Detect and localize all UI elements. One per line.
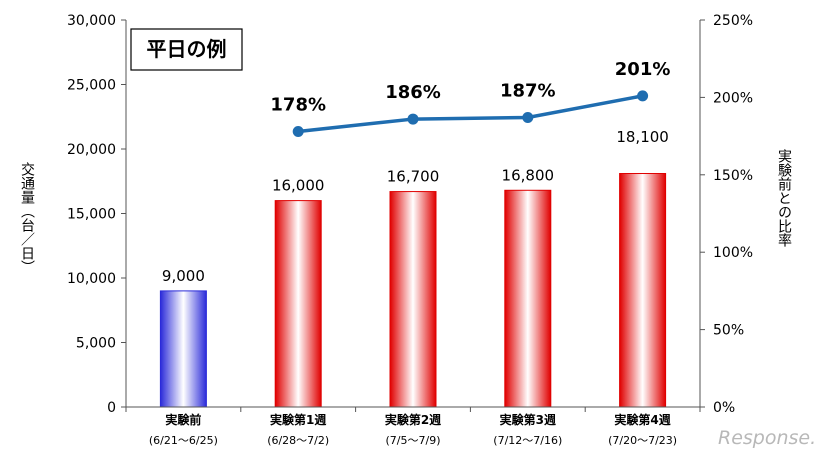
x-tick-label-4: 実験第4週 bbox=[614, 412, 670, 427]
right-tick-label-2: 100% bbox=[713, 245, 753, 261]
bar-value-label-3: 16,800 bbox=[502, 166, 555, 184]
x-sub-label-2: (7/5～7/9) bbox=[386, 434, 441, 447]
left-tick-label-3: 15,000 bbox=[67, 207, 116, 223]
x-sub-label-1: (6/28～7/2) bbox=[267, 434, 329, 447]
right-tick-label-4: 200% bbox=[713, 90, 753, 106]
ratio-label-3: 187% bbox=[500, 81, 556, 102]
ratio-label-2: 186% bbox=[385, 82, 441, 103]
x-sub-label-3: (7/12～7/16) bbox=[493, 434, 562, 447]
x-tick-label-1: 実験第1週 bbox=[270, 412, 326, 427]
ratio-label-4: 201% bbox=[615, 59, 671, 80]
left-tick-label-1: 5,000 bbox=[76, 336, 116, 352]
ratio-point-2 bbox=[407, 113, 419, 125]
left-tick-label-4: 20,000 bbox=[67, 142, 116, 158]
x-tick-label-3: 実験第3週 bbox=[500, 412, 556, 427]
x-tick-label-0: 実験前 bbox=[165, 412, 201, 427]
bars-layer bbox=[159, 173, 667, 408]
axes-layer: 0 5,000 10,000 15,000 20,000 25,000 30,000 0% 50… bbox=[67, 13, 753, 447]
ratio-point-1 bbox=[292, 125, 304, 137]
line-layer bbox=[292, 90, 649, 137]
bar-4 bbox=[619, 173, 667, 408]
right-tick-label-5: 250% bbox=[713, 13, 753, 29]
x-sub-label-0: (6/21～6/25) bbox=[149, 434, 218, 447]
right-axis-title: 実験前との比率 bbox=[776, 149, 792, 247]
x-tick-label-2: 実験第2週 bbox=[385, 412, 441, 427]
bar-value-label-2: 16,700 bbox=[387, 168, 440, 186]
bar-0 bbox=[159, 290, 207, 408]
ratio-point-4 bbox=[637, 90, 649, 102]
chart-title-box: 平日の例 bbox=[130, 28, 243, 71]
bar-value-label-1: 16,000 bbox=[272, 177, 325, 195]
chart-title: 平日の例 bbox=[147, 37, 227, 61]
bar-3 bbox=[504, 189, 552, 408]
left-tick-label-2: 10,000 bbox=[67, 271, 116, 287]
right-tick-label-0: 0% bbox=[713, 400, 735, 416]
bar-value-label-4: 18,100 bbox=[616, 128, 669, 146]
labels-layer: 9,000 16,000 16,700 16,800 18,100 178% 186% 187… bbox=[162, 59, 670, 285]
left-tick-label-5: 25,000 bbox=[67, 78, 116, 94]
left-tick-label-6: 30,000 bbox=[67, 13, 116, 29]
left-axis-title: 交通量（台／日） bbox=[19, 161, 35, 274]
bar-1 bbox=[274, 200, 322, 408]
x-sub-label-4: (7/20～7/23) bbox=[608, 434, 677, 447]
bar-value-label-0: 9,000 bbox=[162, 267, 205, 285]
ratio-label-1: 178% bbox=[270, 94, 326, 115]
ratio-point-3 bbox=[522, 112, 534, 124]
right-tick-label-1: 50% bbox=[713, 323, 744, 339]
ratio-line bbox=[298, 94, 643, 134]
right-tick-label-3: 150% bbox=[713, 168, 753, 184]
bar-2 bbox=[389, 191, 437, 408]
left-tick-label-0: 0 bbox=[107, 400, 116, 416]
watermark: Response. bbox=[718, 427, 816, 449]
